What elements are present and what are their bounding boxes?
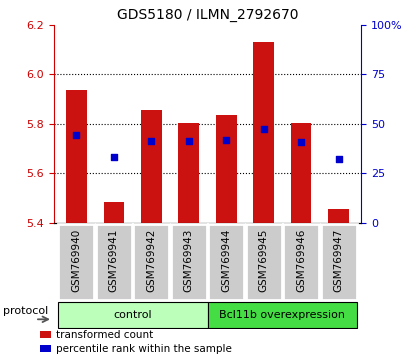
- Point: [110, 155, 117, 160]
- FancyBboxPatch shape: [208, 224, 244, 300]
- Bar: [40, 345, 51, 352]
- Text: control: control: [113, 310, 152, 320]
- Text: GSM769942: GSM769942: [146, 229, 156, 292]
- Bar: [216, 115, 237, 223]
- Text: percentile rank within the sample: percentile rank within the sample: [56, 343, 232, 354]
- Title: GDS5180 / ILMN_2792670: GDS5180 / ILMN_2792670: [117, 8, 298, 22]
- FancyBboxPatch shape: [246, 224, 282, 300]
- FancyBboxPatch shape: [96, 224, 132, 300]
- Bar: [141, 110, 161, 223]
- Bar: [328, 210, 349, 223]
- FancyBboxPatch shape: [58, 302, 208, 328]
- Text: GSM769946: GSM769946: [296, 229, 306, 292]
- Text: protocol: protocol: [3, 306, 48, 316]
- Point: [298, 140, 305, 145]
- Text: transformed count: transformed count: [56, 330, 154, 340]
- Point: [223, 137, 229, 143]
- FancyBboxPatch shape: [283, 224, 319, 300]
- Text: Bcl11b overexpression: Bcl11b overexpression: [220, 310, 345, 320]
- Text: GSM769940: GSM769940: [71, 229, 81, 292]
- Text: GSM769941: GSM769941: [109, 229, 119, 292]
- FancyBboxPatch shape: [171, 224, 207, 300]
- Point: [73, 132, 80, 138]
- Text: GSM769944: GSM769944: [221, 229, 231, 292]
- Bar: [291, 123, 311, 223]
- FancyBboxPatch shape: [59, 224, 94, 300]
- Bar: [104, 202, 124, 223]
- Point: [186, 138, 192, 144]
- Bar: [254, 42, 274, 223]
- Text: GSM769947: GSM769947: [334, 229, 344, 292]
- Bar: [178, 123, 199, 223]
- FancyBboxPatch shape: [321, 224, 356, 300]
- Text: GSM769943: GSM769943: [184, 229, 194, 292]
- Bar: [40, 331, 51, 338]
- Point: [148, 138, 155, 144]
- Point: [335, 156, 342, 161]
- Bar: [66, 91, 87, 223]
- Point: [260, 126, 267, 132]
- FancyBboxPatch shape: [133, 224, 169, 300]
- FancyBboxPatch shape: [208, 302, 357, 328]
- Text: GSM769945: GSM769945: [259, 229, 269, 292]
